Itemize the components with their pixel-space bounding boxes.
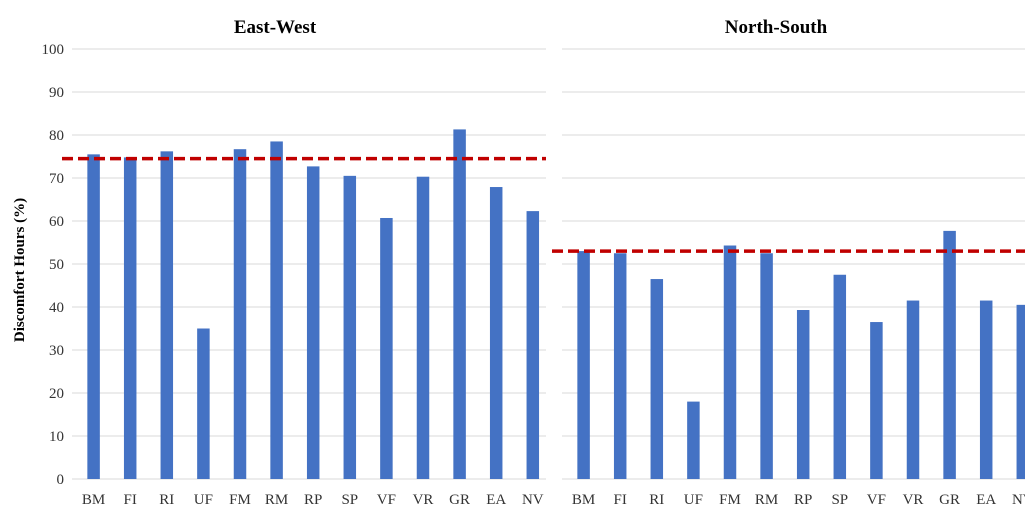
bar-sp [833, 274, 847, 479]
x-tick-label: EA [486, 492, 506, 508]
bar-vf [870, 322, 883, 479]
x-tick-label: VR [903, 492, 924, 508]
east-west-panel: East-West 0 10 20 30 40 50 60 70 80 90 100 Discomfor… [12, 17, 546, 508]
bar-rp [306, 166, 320, 479]
bar-uf [687, 401, 700, 479]
north-south-panel: North-South BM FI RI UF FM RM RP SP VF VR GR EA NV [552, 17, 1025, 508]
y-tick-label: 50 [49, 257, 64, 273]
x-tick-label: BM [572, 492, 595, 508]
x-tick-label: FI [124, 492, 137, 508]
x-tick-label: BM [82, 492, 105, 508]
y-tick-label: 30 [49, 343, 64, 359]
x-tick-label: NV [522, 492, 544, 508]
bar-rm [270, 141, 283, 479]
y-tick-label: 20 [49, 386, 64, 402]
x-tick-label: UF [194, 492, 213, 508]
x-tick-label: EA [976, 492, 996, 508]
bar-ri [160, 151, 174, 479]
x-tick-label: RP [794, 492, 812, 508]
x-tick-label: SP [831, 492, 848, 508]
x-tick-label: FM [719, 492, 741, 508]
bar-fi [613, 253, 627, 479]
bar-gr [453, 129, 466, 479]
y-tick-label: 90 [49, 85, 64, 101]
bar-bm [87, 154, 100, 479]
x-tick-label: RM [265, 492, 288, 508]
y-axis-label: Discomfort Hours (%) [12, 198, 28, 342]
x-tick-label: RI [649, 492, 664, 508]
bar-fm [723, 245, 737, 479]
y-tick-label: 80 [49, 128, 64, 144]
y-tick-label: 10 [49, 429, 64, 445]
y-tick-label: 60 [49, 214, 64, 230]
x-tick-label: RI [159, 492, 174, 508]
bar-gr [943, 230, 956, 479]
x-tick-label: VF [377, 492, 396, 508]
bar-sp [343, 175, 357, 479]
x-tick-label: FI [614, 492, 627, 508]
x-tick-label: GR [449, 492, 470, 508]
bar-rp [796, 310, 810, 479]
bar-fm [233, 149, 247, 479]
x-tick-label: SP [341, 492, 358, 508]
x-tick-label: GR [939, 492, 960, 508]
bar-bm [577, 251, 590, 479]
bar-vf [380, 217, 393, 480]
bar-nv [526, 211, 540, 480]
bar-nv [1016, 304, 1025, 479]
bar-uf [197, 328, 210, 479]
x-tick-label: RM [755, 492, 778, 508]
bar-ea [979, 300, 993, 479]
bar-rm [760, 253, 773, 479]
x-tick-label: UF [684, 492, 703, 508]
x-tick-label: FM [229, 492, 251, 508]
chart-title: North-South [725, 17, 828, 38]
bar-ea [489, 187, 503, 479]
y-tick-label: 70 [49, 171, 64, 187]
bar-ri [650, 279, 664, 479]
y-tick-label: 100 [42, 42, 65, 58]
bar-fi [123, 157, 137, 480]
x-tick-label: RP [304, 492, 322, 508]
x-tick-label: VF [867, 492, 886, 508]
bar-vr [906, 300, 920, 479]
chart-title: East-West [234, 17, 317, 38]
x-tick-label: VR [413, 492, 434, 508]
y-tick-label: 40 [49, 300, 64, 316]
bar-vr [416, 176, 430, 479]
x-tick-label: NV [1012, 492, 1025, 508]
y-tick-label: 0 [57, 472, 65, 488]
